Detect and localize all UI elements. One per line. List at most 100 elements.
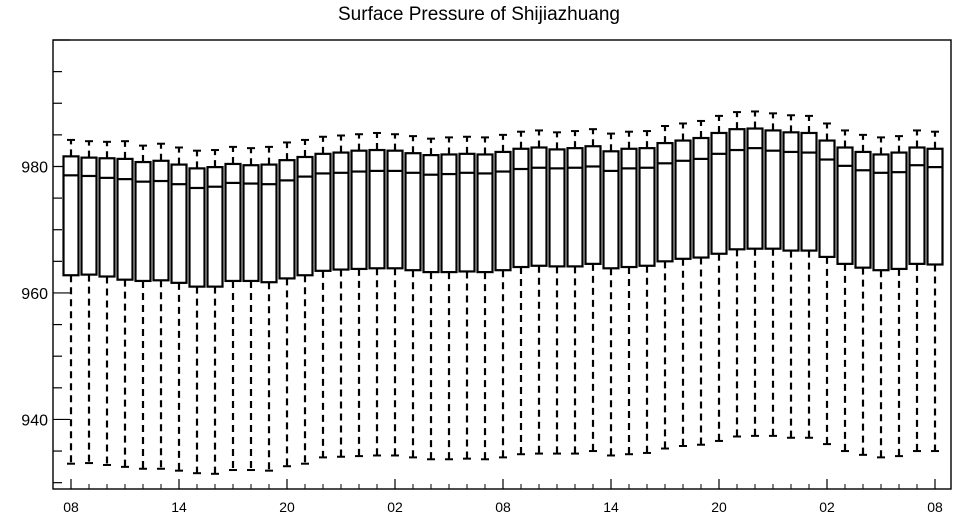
chart-title: Surface Pressure of Shijiazhuang [338, 4, 620, 25]
box [224, 162, 242, 283]
box [188, 167, 206, 288]
box-group [170, 146, 188, 472]
y-tick-label: 960 [21, 286, 48, 303]
box-group [926, 130, 944, 453]
box-group [584, 128, 602, 453]
x-tick-label: 20 [711, 499, 727, 515]
box-group [890, 135, 908, 458]
box [890, 151, 908, 271]
box [440, 153, 458, 274]
box-group [512, 130, 530, 456]
box [926, 147, 944, 266]
box [656, 141, 674, 263]
box-group [224, 145, 242, 472]
box [62, 155, 80, 277]
box [548, 148, 566, 268]
box-group [152, 142, 170, 470]
box [620, 147, 638, 269]
box [602, 150, 620, 270]
box [350, 149, 368, 271]
box [98, 157, 116, 278]
box-group [854, 133, 872, 456]
box [386, 149, 404, 270]
box-group [656, 125, 674, 450]
box [800, 131, 818, 252]
box-group [260, 145, 278, 472]
box [458, 152, 476, 273]
box-group [530, 129, 548, 455]
box-group [62, 138, 80, 465]
box-group [872, 136, 890, 459]
box [674, 139, 692, 260]
box [404, 152, 422, 272]
box-group [818, 122, 836, 446]
box-group [440, 136, 458, 461]
box [152, 159, 170, 282]
x-tick-label: 02 [819, 499, 835, 515]
box [134, 160, 152, 283]
y-tick-label: 980 [21, 159, 48, 176]
box-group [764, 112, 782, 437]
box-group [314, 135, 332, 459]
box [278, 159, 296, 280]
x-tick-label: 08 [495, 499, 511, 515]
y-tick-label: 940 [21, 412, 48, 429]
box-group [278, 141, 296, 468]
box [710, 131, 728, 255]
box [818, 139, 836, 259]
box-group [602, 132, 620, 457]
box-group [836, 129, 854, 453]
box [764, 129, 782, 250]
box [872, 153, 890, 272]
box [692, 136, 710, 259]
box-group [242, 147, 260, 472]
box [494, 150, 512, 272]
box [638, 147, 656, 267]
box [746, 127, 764, 250]
x-tick-label: 14 [603, 499, 619, 515]
box [530, 146, 548, 267]
box-group [350, 133, 368, 458]
box [80, 156, 98, 276]
box [242, 164, 260, 283]
box-group [98, 140, 116, 466]
box-group [476, 136, 494, 461]
x-tick-label: 08 [63, 499, 79, 515]
box-group [494, 133, 512, 459]
box-group [206, 149, 224, 475]
box [836, 146, 854, 265]
box [854, 150, 872, 269]
box-group [782, 114, 800, 439]
box [476, 153, 494, 274]
box [206, 166, 224, 288]
box [170, 163, 188, 284]
box-group [296, 138, 314, 465]
box-group [800, 114, 818, 439]
box-group [404, 135, 422, 459]
box [728, 128, 746, 251]
box-group [188, 149, 206, 475]
x-tick-label: 20 [279, 499, 295, 515]
box [782, 131, 800, 252]
box-group [368, 131, 386, 457]
box [314, 152, 332, 272]
box [908, 146, 926, 265]
box [332, 151, 350, 271]
box-group [332, 134, 350, 458]
box [260, 163, 278, 284]
box [512, 147, 530, 269]
box-group [458, 135, 476, 460]
box-group [710, 114, 728, 442]
box-group [80, 140, 98, 465]
box-group [386, 133, 404, 457]
box-group [746, 110, 764, 437]
box [566, 147, 584, 268]
box [368, 148, 386, 270]
box-group [620, 130, 638, 456]
box-group [548, 131, 566, 455]
x-tick-label: 08 [927, 499, 943, 515]
box [584, 145, 602, 265]
box-group [728, 111, 746, 438]
